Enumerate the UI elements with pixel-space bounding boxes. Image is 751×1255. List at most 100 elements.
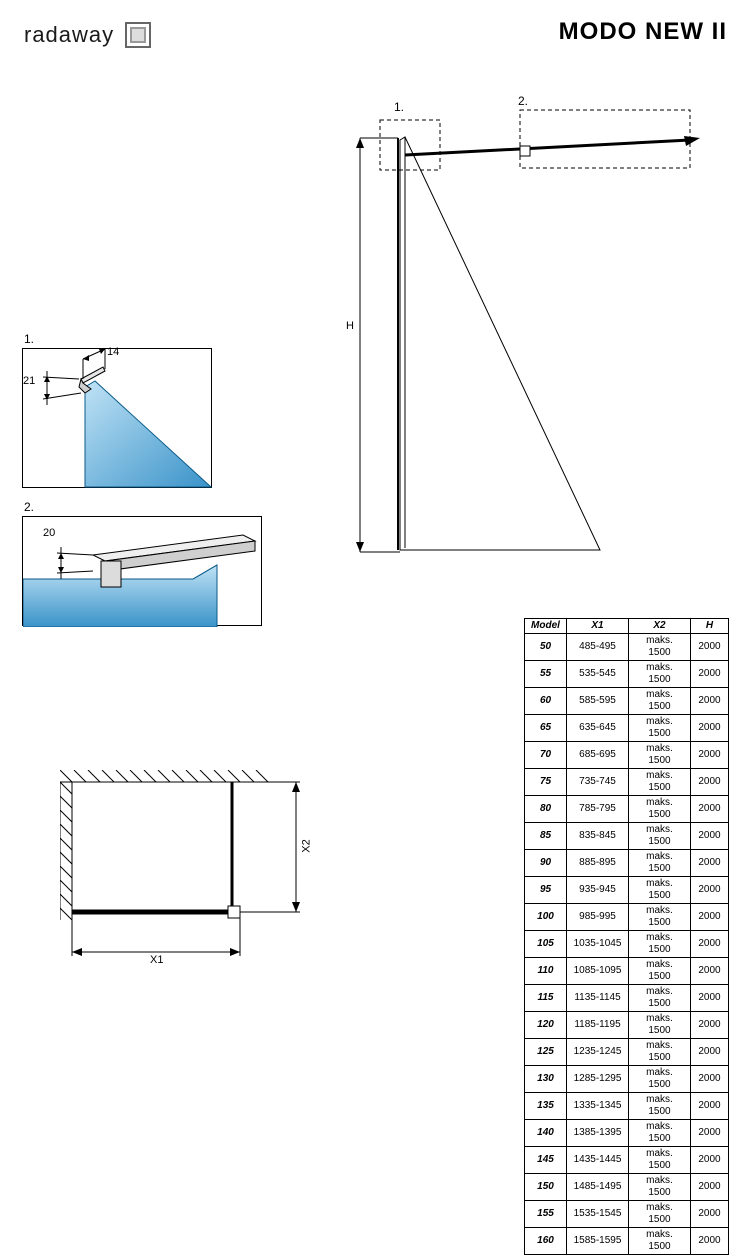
th-x1: X1: [567, 619, 629, 634]
table-cell: 1085-1095: [567, 958, 629, 985]
table-cell: 2000: [691, 904, 729, 931]
table-row: 1251235-1245maks. 15002000: [525, 1039, 729, 1066]
table-cell: 135: [525, 1093, 567, 1120]
table-cell: 2000: [691, 877, 729, 904]
table-cell: 75: [525, 769, 567, 796]
table-cell: 1285-1295: [567, 1066, 629, 1093]
detail1-label: 1.: [24, 332, 34, 346]
table-cell: 685-695: [567, 742, 629, 769]
table-cell: maks. 1500: [629, 1120, 691, 1147]
table-cell: maks. 1500: [629, 1066, 691, 1093]
table-row: 75735-745maks. 15002000: [525, 769, 729, 796]
table-cell: 535-545: [567, 661, 629, 688]
table-cell: 985-995: [567, 904, 629, 931]
table-cell: 2000: [691, 850, 729, 877]
table-cell: 70: [525, 742, 567, 769]
product-title: MODO NEW II: [559, 18, 727, 46]
table-header-row: Model X1 X2 H: [525, 619, 729, 634]
table-cell: 885-895: [567, 850, 629, 877]
table-row: 90885-895maks. 15002000: [525, 850, 729, 877]
table-cell: 1535-1545: [567, 1201, 629, 1228]
table-cell: 2000: [691, 661, 729, 688]
table-cell: 1185-1195: [567, 1012, 629, 1039]
table-row: 70685-695maks. 15002000: [525, 742, 729, 769]
table-cell: 2000: [691, 1012, 729, 1039]
table-row: 1351335-1345maks. 15002000: [525, 1093, 729, 1120]
table-row: 1051035-1045maks. 15002000: [525, 931, 729, 958]
table-row: 80785-795maks. 15002000: [525, 796, 729, 823]
plan-svg: [60, 770, 340, 970]
table-cell: 2000: [691, 1201, 729, 1228]
plan-view: X1 X2: [60, 770, 320, 960]
header: radaway MODO NEW II: [0, 18, 751, 58]
th-model: Model: [525, 619, 567, 634]
table-row: 1551535-1545maks. 15002000: [525, 1201, 729, 1228]
detail1-drawing: [23, 349, 213, 489]
table-cell: 1385-1395: [567, 1120, 629, 1147]
table-cell: 1585-1595: [567, 1228, 629, 1255]
table-row: 65635-645maks. 15002000: [525, 715, 729, 742]
detail2-box: 20: [22, 516, 262, 626]
table-cell: 935-945: [567, 877, 629, 904]
table-row: 1301285-1295maks. 15002000: [525, 1066, 729, 1093]
brand-logo-icon: [125, 22, 151, 48]
table-cell: maks. 1500: [629, 850, 691, 877]
table-body: 50485-495maks. 1500200055535-545maks. 15…: [525, 634, 729, 1255]
table-cell: maks. 1500: [629, 1012, 691, 1039]
table-cell: maks. 1500: [629, 823, 691, 850]
table-cell: 2000: [691, 1066, 729, 1093]
table-cell: 2000: [691, 715, 729, 742]
table-cell: maks. 1500: [629, 1174, 691, 1201]
table-row: 85835-845maks. 15002000: [525, 823, 729, 850]
table-cell: maks. 1500: [629, 1093, 691, 1120]
th-h: H: [691, 619, 729, 634]
table-cell: 2000: [691, 1174, 729, 1201]
plan-dim-x2: X2: [301, 839, 313, 852]
table-cell: 110: [525, 958, 567, 985]
table-row: 50485-495maks. 15002000: [525, 634, 729, 661]
table-cell: 2000: [691, 796, 729, 823]
table-row: 1201185-1195maks. 15002000: [525, 1012, 729, 1039]
table-cell: 2000: [691, 742, 729, 769]
table-cell: maks. 1500: [629, 742, 691, 769]
table-cell: 2000: [691, 1093, 729, 1120]
table-cell: maks. 1500: [629, 1201, 691, 1228]
table-cell: maks. 1500: [629, 769, 691, 796]
table-row: 100985-995maks. 15002000: [525, 904, 729, 931]
table-cell: 145: [525, 1147, 567, 1174]
table-cell: 835-845: [567, 823, 629, 850]
table-cell: maks. 1500: [629, 1228, 691, 1255]
main-drawing: 1. 2. H: [320, 100, 710, 550]
table-cell: 1335-1345: [567, 1093, 629, 1120]
table-cell: 2000: [691, 958, 729, 985]
table-cell: maks. 1500: [629, 1147, 691, 1174]
table-cell: 160: [525, 1228, 567, 1255]
table-cell: maks. 1500: [629, 1039, 691, 1066]
table-cell: 85: [525, 823, 567, 850]
table-cell: 635-645: [567, 715, 629, 742]
table-cell: 95: [525, 877, 567, 904]
detail2-label: 2.: [24, 500, 34, 514]
table-cell: maks. 1500: [629, 688, 691, 715]
table-cell: 735-745: [567, 769, 629, 796]
detail1-box: 14 21: [22, 348, 212, 488]
table-cell: 2000: [691, 769, 729, 796]
table-cell: 80: [525, 796, 567, 823]
th-x2: X2: [629, 619, 691, 634]
table-cell: maks. 1500: [629, 904, 691, 931]
table-cell: 2000: [691, 931, 729, 958]
main-dim-h: H: [346, 320, 354, 332]
table-row: 1101085-1095maks. 15002000: [525, 958, 729, 985]
table-cell: maks. 1500: [629, 796, 691, 823]
plan-dim-x1: X1: [150, 954, 163, 966]
table-cell: 120: [525, 1012, 567, 1039]
brand-text: radaway: [24, 22, 114, 47]
table-cell: 485-495: [567, 634, 629, 661]
table-cell: maks. 1500: [629, 634, 691, 661]
table-row: 1601585-1595maks. 15002000: [525, 1228, 729, 1255]
table-cell: 2000: [691, 1039, 729, 1066]
table-cell: 2000: [691, 823, 729, 850]
brand-logo: radaway: [24, 22, 151, 48]
table-cell: 60: [525, 688, 567, 715]
table-cell: 105: [525, 931, 567, 958]
